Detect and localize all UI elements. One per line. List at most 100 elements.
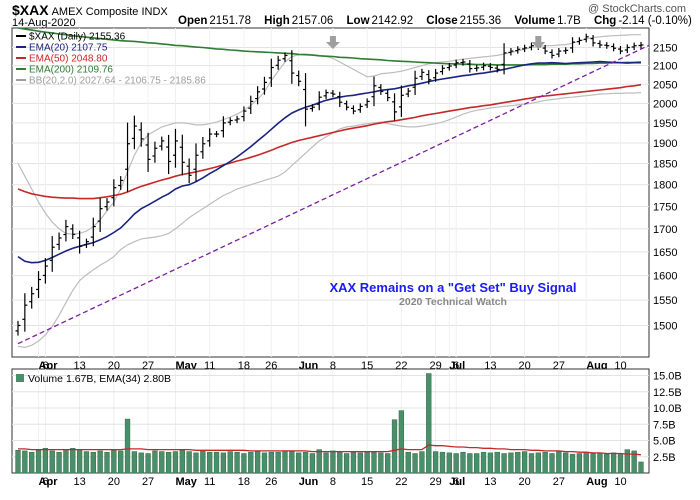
price-bar	[70, 224, 76, 239]
volume-bar	[29, 451, 35, 474]
volume-bar	[152, 450, 158, 474]
volume-bar	[556, 451, 562, 474]
open-label: Open	[178, 15, 208, 27]
volume-bar	[378, 452, 384, 474]
price-bar	[15, 320, 21, 336]
price-tick-label: 2050	[653, 79, 677, 91]
price-bar	[186, 158, 192, 184]
price-bar	[494, 64, 500, 73]
volume-bar	[364, 451, 370, 474]
volume-bar	[528, 453, 535, 474]
volume-x-tick-label: 13	[484, 476, 496, 488]
ema50-line	[17, 83, 642, 200]
volume-bar	[70, 448, 76, 474]
price-bar	[309, 104, 315, 112]
price-bar	[392, 93, 398, 121]
price-bar	[604, 42, 610, 49]
price-bar	[522, 44, 528, 52]
price-bar	[22, 293, 28, 332]
price-bar	[624, 44, 630, 54]
price-bar	[542, 45, 548, 55]
volume-bar	[350, 451, 357, 474]
volume-bar	[446, 452, 452, 474]
volume-bar	[617, 453, 624, 474]
symbol: $XAX	[12, 2, 49, 18]
volume-bar	[316, 449, 322, 474]
price-bar	[617, 46, 623, 55]
volume-value: 1.7B	[557, 15, 581, 27]
price-bar	[597, 40, 603, 49]
volume-bar	[343, 453, 350, 474]
price-bar	[405, 88, 411, 98]
volume-bars	[15, 373, 644, 474]
annotation-title: XAX Remains on a "Get Set" Buy Signal	[329, 280, 576, 295]
price-bar	[97, 198, 103, 233]
price-tick-label: 1600	[653, 271, 677, 283]
price-tick-label: 1650	[653, 247, 677, 259]
price-bar	[152, 141, 158, 163]
price-bar	[111, 179, 117, 207]
volume-y-axis: 2.5B 5.0B 7.5B 10.0B 12.5B 15.0B	[653, 371, 682, 464]
volume-bar	[398, 410, 405, 474]
volume-bar	[35, 450, 42, 474]
volume-bar	[549, 453, 555, 474]
price-bar	[248, 95, 254, 115]
price-bar	[131, 115, 137, 150]
price-bar	[323, 89, 329, 99]
volume-bar	[15, 450, 21, 474]
price-x-tick-label: 8	[330, 360, 336, 372]
price-bar	[528, 42, 534, 51]
volume-bar	[371, 451, 377, 474]
price-bar	[515, 46, 521, 54]
volume-bar	[104, 451, 110, 474]
volume-bar	[576, 453, 583, 474]
volume-x-tick-label: 13	[73, 476, 85, 488]
volume-bar	[597, 452, 603, 474]
volume-bar	[309, 453, 316, 474]
volume-x-tick-label: Jul	[449, 476, 465, 488]
volume-bar	[261, 452, 268, 474]
price-bar	[268, 58, 274, 87]
volume-bar	[131, 451, 138, 474]
chart-date: 14-Aug-2020	[12, 17, 76, 29]
symbol-title: $XAX AMEX Composite INDX	[12, 2, 168, 18]
price-bar	[385, 89, 391, 102]
volume-bar	[268, 451, 274, 474]
volume-tick-label: 12.5B	[653, 387, 682, 399]
price-bar	[282, 52, 288, 62]
volume-bar	[200, 450, 206, 474]
trendline	[17, 44, 650, 345]
price-bar	[439, 65, 445, 75]
volume-bar	[111, 450, 117, 474]
volume-label: Volume	[514, 15, 556, 27]
price-bar	[261, 76, 267, 95]
legend-entry: BB(20,2.0) 2027.64 - 2106.75 - 2185.86	[29, 76, 206, 87]
price-bar	[433, 69, 439, 82]
volume-bar	[254, 451, 261, 474]
trendline-line	[17, 44, 650, 345]
volume-bar	[296, 452, 302, 474]
price-bar	[77, 230, 83, 254]
price-bar	[166, 134, 172, 175]
price-bar	[289, 50, 295, 84]
volume-bar	[453, 453, 459, 474]
price-bar	[316, 91, 322, 111]
price-bar	[138, 122, 144, 147]
bb-lower-line	[17, 92, 642, 349]
volume-tick-label: 5.0B	[653, 436, 676, 448]
index-name: AMEX Composite INDX	[51, 6, 168, 18]
price-bar	[83, 238, 89, 249]
price-bar	[638, 41, 644, 49]
volume-bar	[385, 453, 391, 474]
volume-bar	[467, 453, 473, 474]
price-bar	[29, 286, 35, 309]
volume-legend-swatch	[16, 374, 24, 382]
price-y-axis: 1500 1550 1600 1650 1700 1750 1800 1850 1900 1950…	[653, 43, 677, 333]
volume-bar	[610, 452, 617, 474]
volume-bar	[49, 450, 55, 474]
volume-x-tick-label: 6	[42, 476, 48, 488]
volume-x-tick-label: 20	[518, 476, 530, 488]
volume-bar	[83, 451, 90, 474]
price-bar	[583, 33, 589, 43]
low-label: Low	[346, 15, 370, 27]
